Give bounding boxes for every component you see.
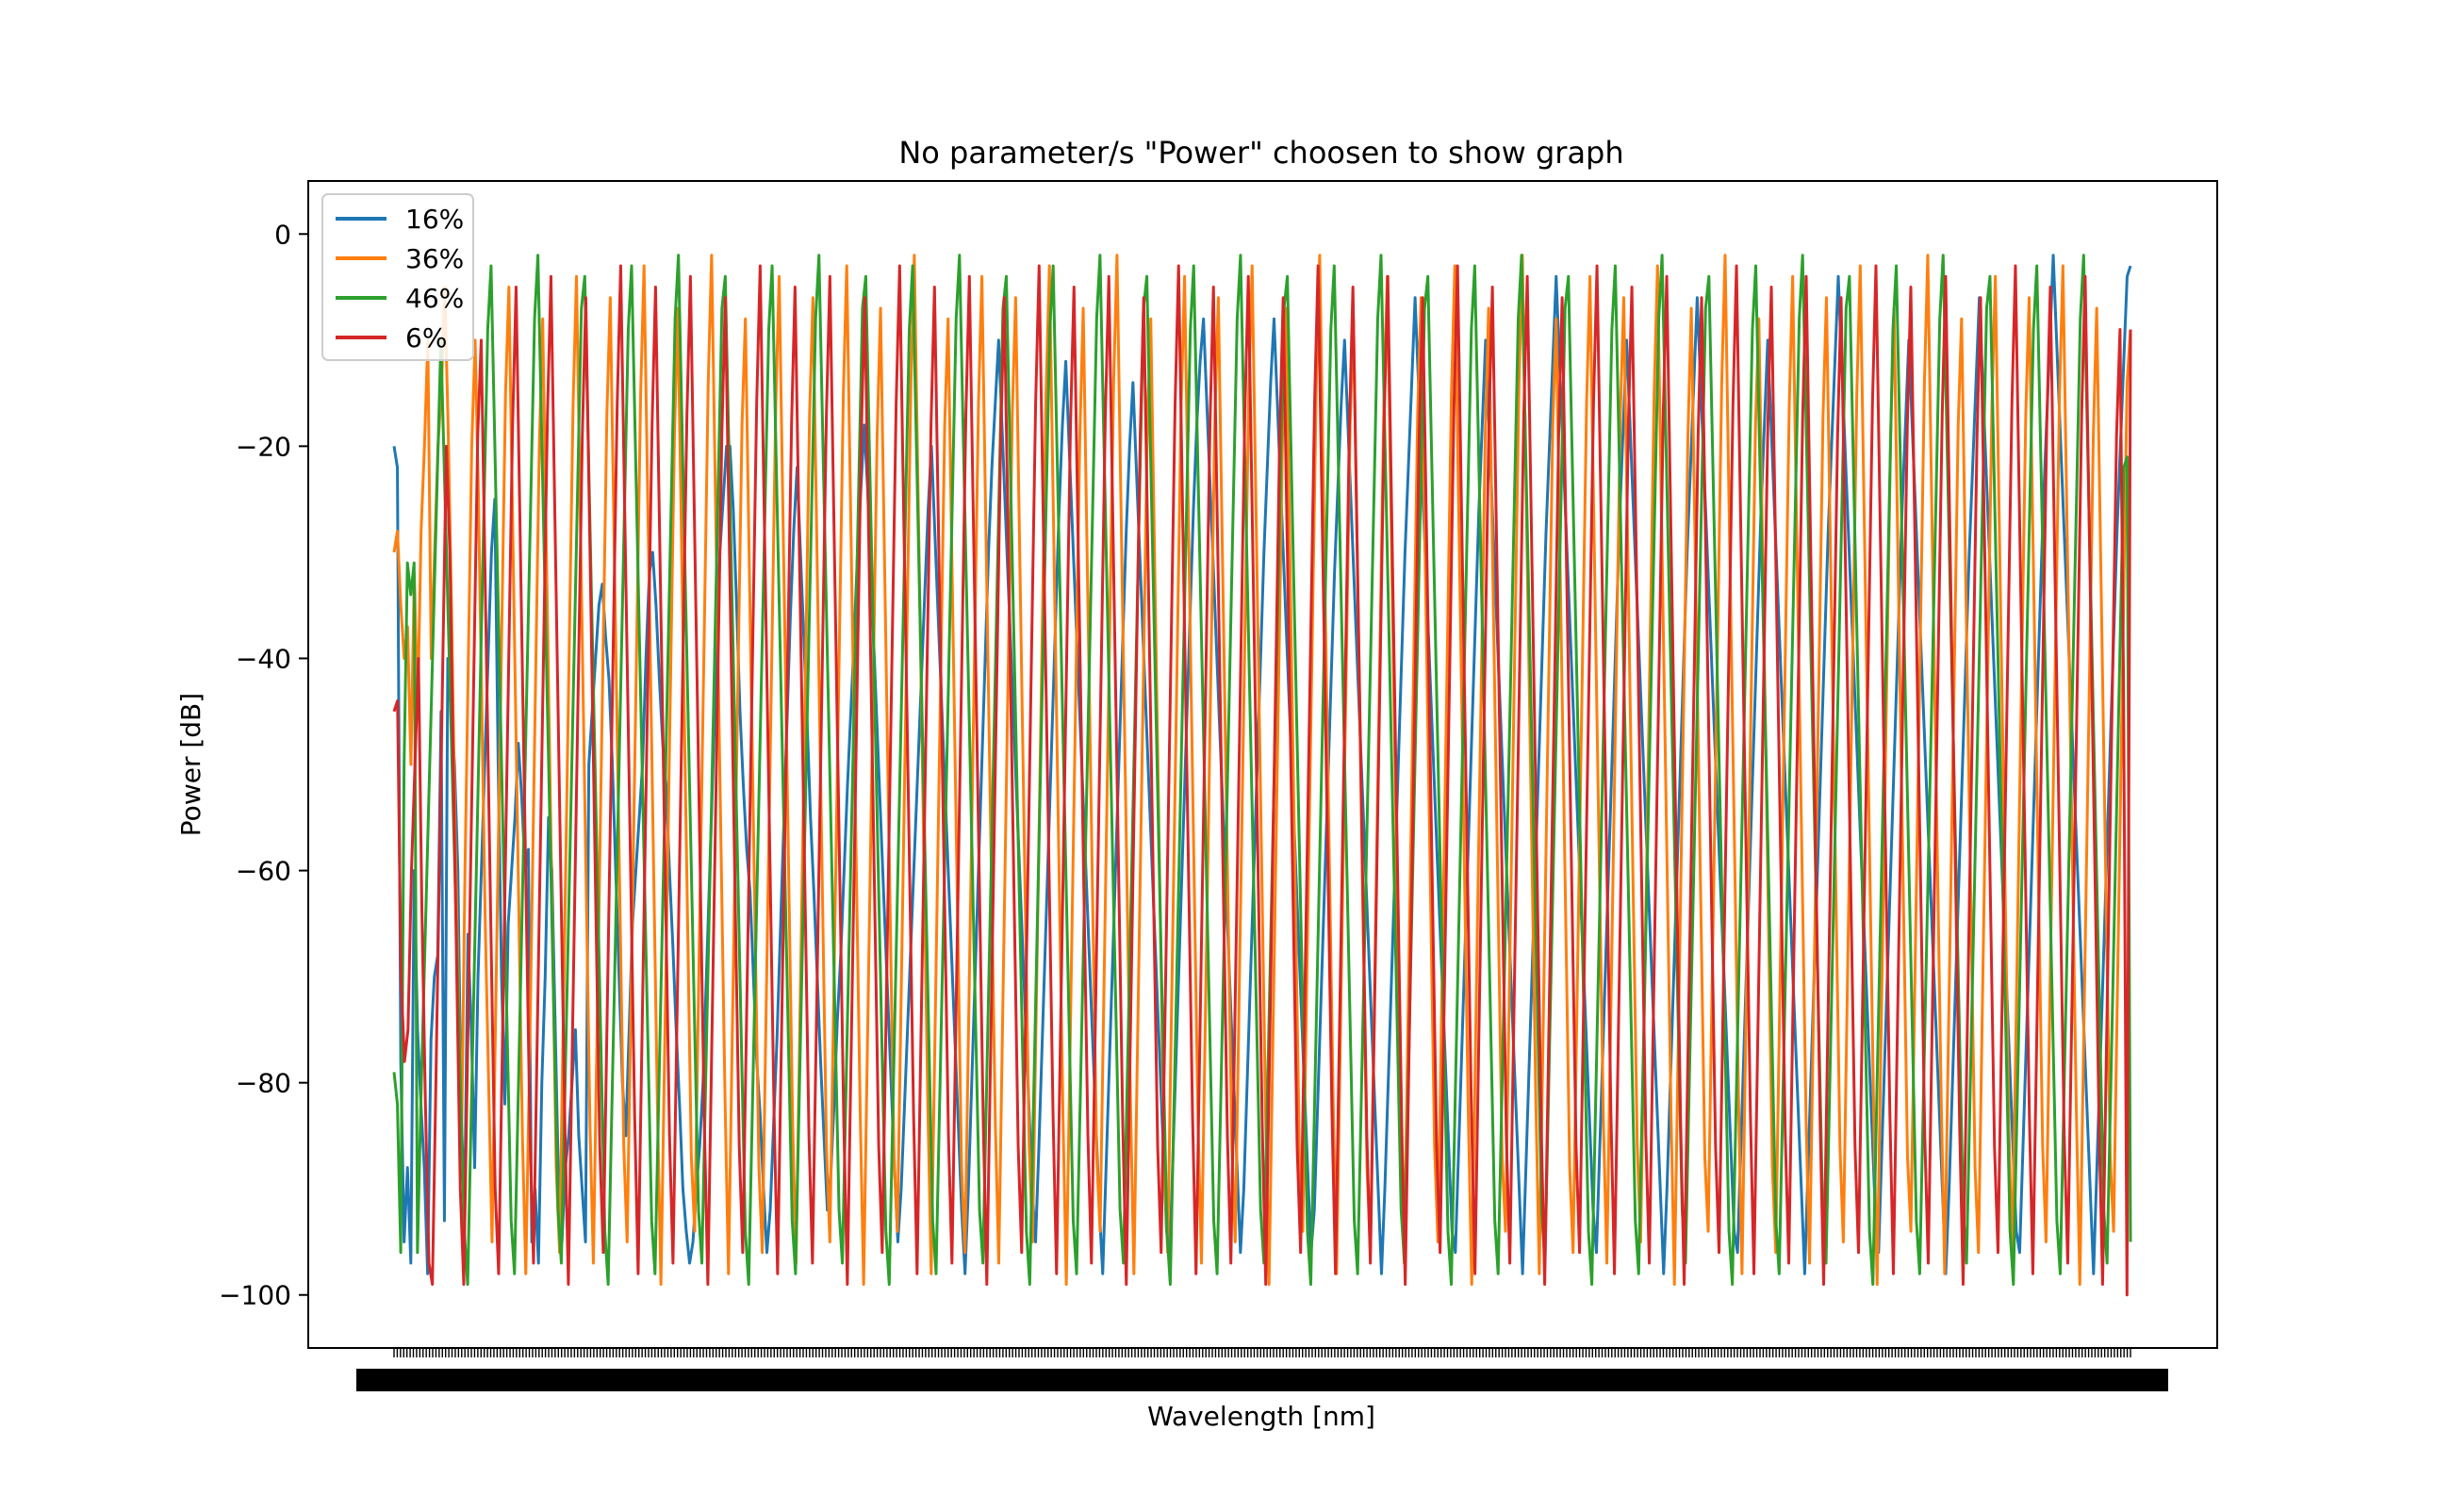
chart-title: No parameter/s "Power" choosen to show g… (898, 135, 1623, 171)
y-ticks: 0 −20 −40 −60 −80 −100 (219, 219, 308, 1311)
x-ticks (356, 1348, 2168, 1391)
y-tick-label: −80 (236, 1068, 291, 1099)
legend-label-1: 36% (405, 243, 464, 274)
y-tick-label: −40 (236, 643, 291, 674)
legend-box (321, 193, 474, 361)
plot-area-frame (307, 180, 2218, 1349)
y-tick-label: −100 (219, 1280, 291, 1311)
legend-label-2: 46% (405, 283, 464, 314)
y-tick-label: −60 (236, 856, 291, 887)
series-layer (392, 254, 2132, 1297)
legend: 16% 36% 46% 6% (321, 193, 474, 361)
legend-label-0: 16% (405, 204, 464, 235)
y-axis-label: Power [dB] (175, 693, 206, 836)
legend-label-3: 6% (405, 322, 447, 353)
series-line-3 (392, 264, 2132, 1297)
y-tick-label: 0 (274, 219, 291, 250)
x-tick-marks (393, 1348, 2131, 1357)
x-axis-label: Wavelength [nm] (1147, 1401, 1375, 1432)
y-tick-label: −20 (236, 431, 291, 462)
x-tick-labels-overlap (356, 1369, 2168, 1391)
series-line-2 (392, 254, 2132, 1286)
